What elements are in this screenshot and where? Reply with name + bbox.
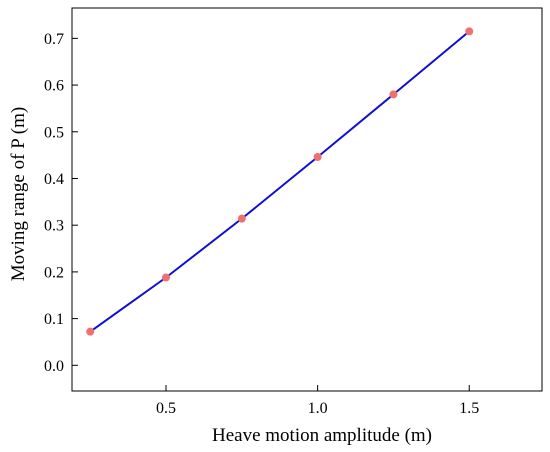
y-tick-label: 0.2 (44, 264, 64, 281)
x-tick-label: 1.5 (459, 400, 479, 417)
data-point (237, 214, 246, 223)
x-tick-label: 1.0 (308, 400, 328, 417)
x-tick-label: 0.5 (156, 400, 176, 417)
y-tick-label: 0.4 (44, 171, 64, 188)
data-point (86, 327, 95, 336)
y-tick-label: 0.0 (44, 358, 64, 375)
x-axis-title: Heave motion amplitude (m) (212, 425, 432, 446)
series-line (89, 30, 470, 333)
y-tick-label: 0.7 (44, 31, 64, 48)
data-point (313, 152, 322, 161)
data-point (389, 90, 398, 99)
plot-frame (71, 7, 543, 392)
y-tick-label: 0.5 (44, 124, 64, 141)
y-axis-title: Moving range of P (m) (8, 107, 29, 282)
y-tick-label: 0.6 (44, 78, 64, 95)
y-tick-label: 0.1 (44, 311, 64, 328)
data-point (465, 27, 474, 36)
y-tick-label: 0.3 (44, 218, 64, 235)
data-point (162, 273, 170, 282)
